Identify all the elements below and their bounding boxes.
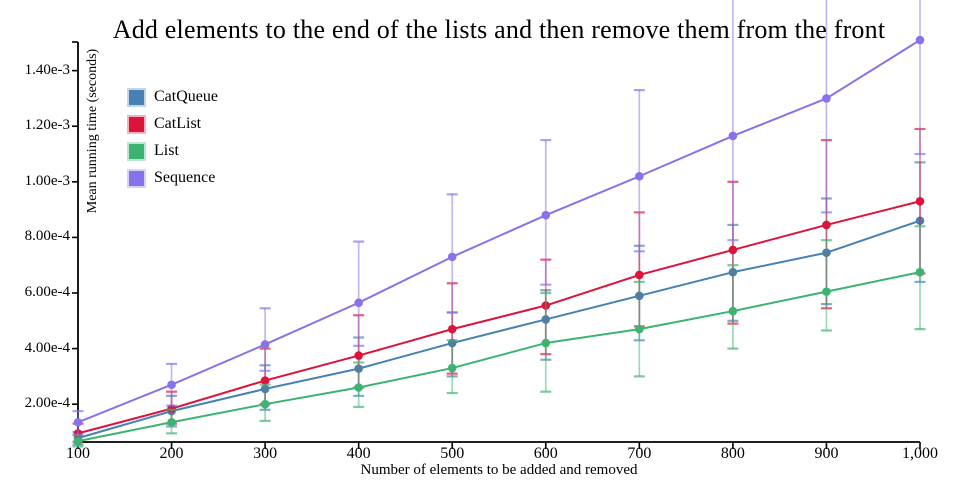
x-tick-label: 900 [814,445,839,462]
data-point [167,380,176,390]
y-tick-label: 8.00e-4 [24,228,70,245]
data-point [354,383,363,392]
x-axis-label: Number of elements to be added and remov… [360,462,638,478]
series-catqueue [72,161,926,446]
data-point [447,252,457,262]
legend-swatch-sequence [129,170,144,186]
legend-swatch-catlist [129,116,144,132]
data-line [77,271,921,443]
data-point [354,298,363,308]
data-point [635,171,644,181]
legend-label: Sequence [154,169,216,186]
data-point [447,363,457,373]
y-tick-label: 6.00e-4 [24,284,70,300]
chart-title: Add elements to the end of the lists and… [112,15,886,44]
legend-item-sequence: Sequence [129,170,218,186]
data-point [354,351,363,360]
y-tick-label: 4.00e-4 [24,339,70,356]
data-point [915,196,925,206]
legend-item-catlist: CatList [129,116,218,132]
x-tick-label: 800 [720,445,745,462]
y-tick-label: 1.00e-3 [24,172,70,189]
data-point [447,324,457,334]
data-point [728,306,738,316]
legend-label: CatList [154,115,202,132]
data-point [260,376,270,385]
x-tick-label: 300 [253,445,278,462]
data-line [77,219,921,440]
legend-label: CatQueue [154,88,218,105]
data-point [822,220,831,230]
y-tick-label: 1.40e-3 [24,61,70,78]
data-point [167,417,176,427]
data-point [915,267,925,277]
data-point [635,270,644,280]
data-point [541,210,551,220]
legend: CatQueue CatList List Sequence [129,89,218,197]
y-axis-label: Mean running time (seconds) [85,48,100,214]
legend-label: List [154,142,179,159]
legend-swatch-list [129,143,144,159]
series-list [72,225,926,448]
y-tick-label: 1.20e-3 [24,117,70,134]
y-tick-label: 2.00e-4 [24,395,70,412]
series-sequence [72,0,926,436]
data-point [73,417,83,427]
legend-item-list: List [129,143,218,159]
data-point [822,94,831,103]
data-point [822,287,831,296]
data-point [728,245,738,255]
legend-swatch-catqueue [129,89,144,105]
data-point [541,338,551,348]
data-line [77,200,921,435]
x-tick-label: 100 [66,445,90,462]
data-line [77,39,921,424]
x-tick-label: 1,000 [902,445,938,462]
data-point [635,324,644,334]
legend-item-catqueue: CatQueue [129,89,218,105]
x-tick-label: 600 [533,445,558,462]
data-point [915,35,925,45]
data-point [260,399,270,409]
x-tick-label: 200 [159,445,184,462]
x-tick-label: 400 [346,445,371,462]
x-tick-label: 500 [440,445,465,462]
x-tick-label: 700 [627,445,652,462]
data-point [73,436,83,446]
data-point [260,340,270,349]
data-point [728,131,738,141]
